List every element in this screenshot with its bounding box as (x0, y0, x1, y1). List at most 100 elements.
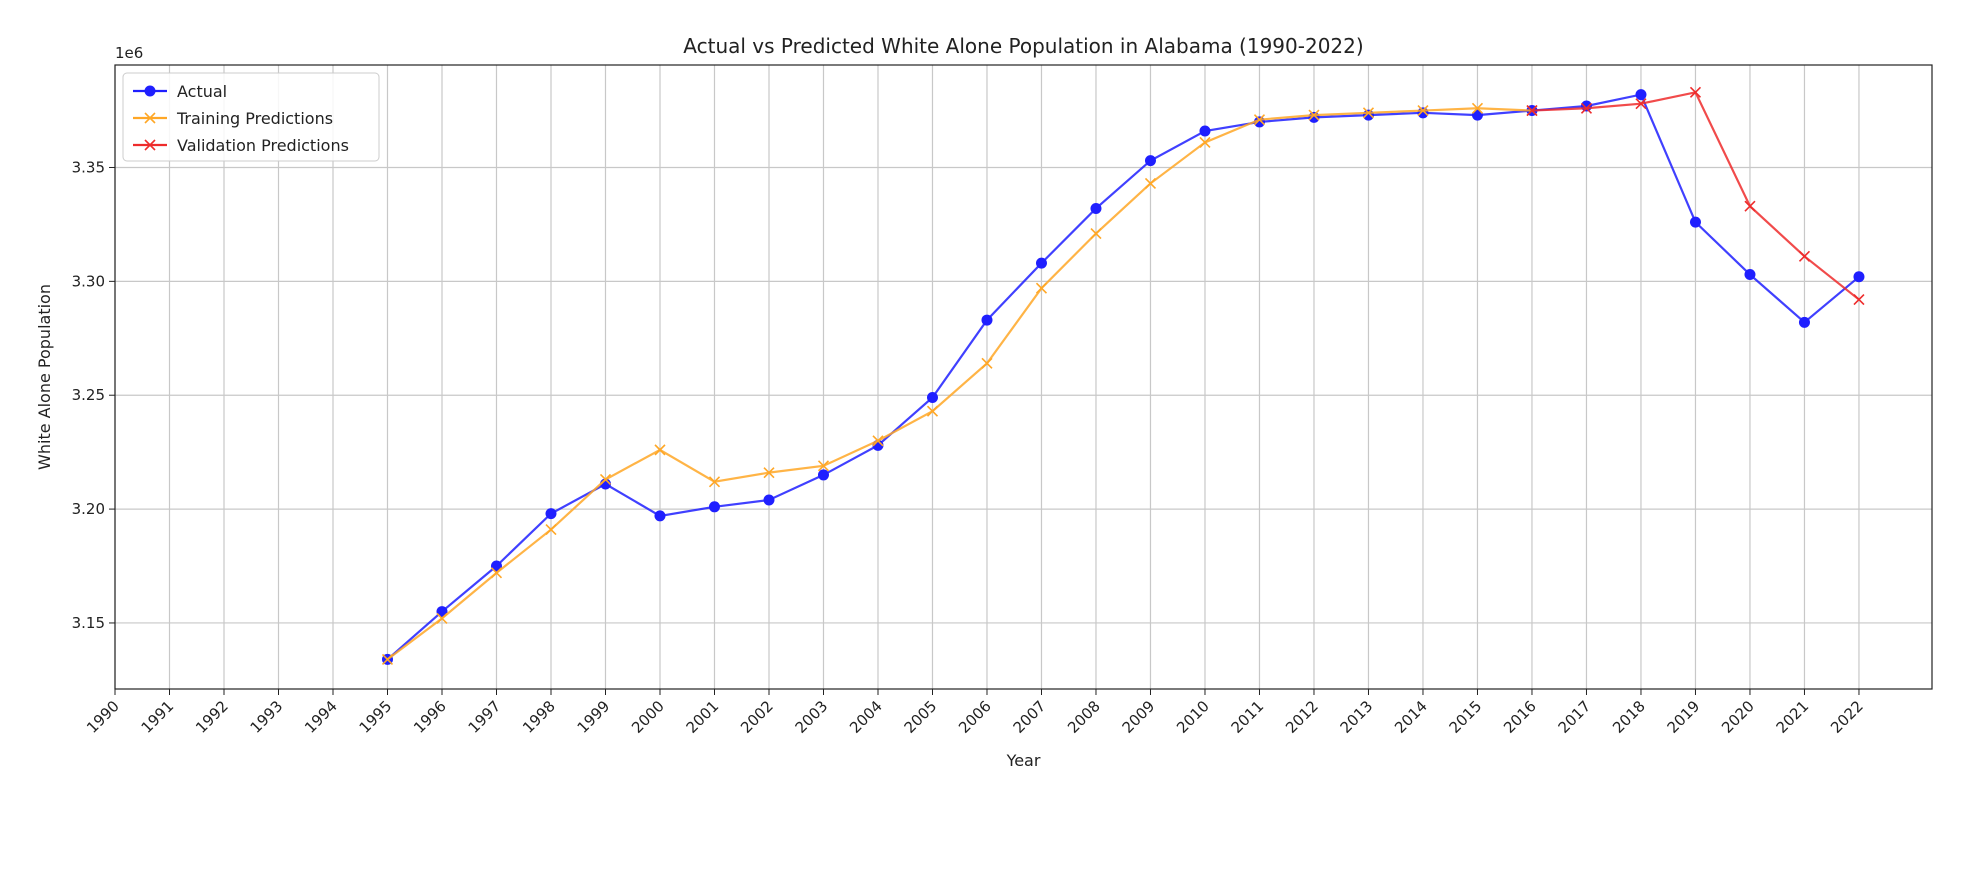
x-tick-label: 2011 (1228, 697, 1268, 737)
x-tick-label: 2004 (846, 697, 886, 737)
x-tick-label: 2010 (1173, 697, 1213, 737)
x-tick-label: 2001 (683, 697, 723, 737)
legend-label: Actual (177, 82, 227, 101)
marker-stroke (1090, 227, 1102, 240)
data-point-actual (1689, 216, 1701, 228)
marker-stroke (1471, 102, 1484, 114)
x-tick-label: 2003 (792, 697, 832, 737)
data-point-actual (545, 508, 557, 520)
x-tick-label: 1999 (574, 697, 614, 737)
data-point-actual (1199, 125, 1211, 137)
data-point-training-predictions (436, 612, 448, 624)
data-point-training-predictions (1090, 227, 1102, 240)
x-tick-label: 2018 (1609, 697, 1649, 737)
marker-stroke (381, 653, 394, 665)
data-point-actual (654, 510, 666, 522)
legend-box (122, 72, 380, 162)
data-point-actual (763, 494, 775, 506)
x-tick-label: 2006 (955, 697, 995, 737)
x-tick-label: 2000 (628, 697, 668, 737)
marker-stroke (144, 112, 156, 124)
marker-stroke (1144, 177, 1157, 189)
x-tick-label: 2021 (1773, 697, 1813, 737)
marker-stroke (817, 460, 830, 472)
data-point-actual (981, 314, 993, 326)
series-validation-predictions (1526, 86, 1865, 306)
data-point-actual (1417, 107, 1429, 119)
data-point-actual (1308, 111, 1320, 123)
legend-entry-actual: Actual (133, 82, 227, 101)
data-point-training-predictions (872, 435, 884, 447)
data-point-training-predictions (490, 567, 503, 579)
marker-stroke (1526, 104, 1538, 117)
data-point-actual (1471, 109, 1483, 121)
x-tick-label: 2017 (1555, 697, 1595, 737)
data-point-actual (926, 391, 938, 403)
data-point-actual (1798, 316, 1810, 328)
series-training-predictions (381, 102, 1538, 665)
marker-stroke (1744, 200, 1756, 212)
marker-stroke (1689, 86, 1702, 98)
legend-label: Validation Predictions (177, 136, 349, 155)
data-point-actual (1853, 271, 1865, 283)
marker-stroke (1362, 107, 1375, 119)
marker-stroke (926, 405, 939, 417)
data-point-training-predictions (926, 405, 939, 417)
data-point-training-predictions (817, 460, 830, 472)
marker-stroke (1417, 104, 1429, 117)
x-tick-label: 1991 (138, 697, 178, 737)
x-tick-label: 1993 (247, 697, 287, 737)
data-point-actual (1362, 109, 1374, 121)
x-tick-label: 2005 (901, 697, 941, 737)
data-point-training-predictions (708, 476, 721, 488)
data-point-training-predictions (545, 524, 557, 536)
data-point-training-predictions (1199, 136, 1211, 148)
y-axis: 3.15 3.20 3.25 3.30 3.35 (72, 158, 115, 632)
plot-frame (114, 64, 1933, 690)
data-point-training-predictions (654, 444, 666, 456)
data-point-training-predictions (981, 357, 993, 369)
x-tick-label: 1998 (519, 697, 559, 737)
data-point-validation-predictions (1689, 86, 1702, 98)
x-axis: 1990 1991 1992 1993 1994 1995 1996 1997 1998 1999… (83, 689, 1867, 737)
data-point-actual (817, 469, 829, 481)
grid-lines (114, 65, 1932, 689)
y-tick-label: 3.30 (72, 272, 105, 290)
x-tick-label: 1996 (410, 697, 450, 737)
data-point-validation-predictions (1744, 200, 1756, 212)
x-tick-label: 2016 (1500, 697, 1540, 737)
x-tick-label: 2002 (737, 697, 777, 737)
data-point-training-predictions (1253, 114, 1266, 126)
x-tick-label: 1992 (192, 697, 232, 737)
x-tick-label: 2013 (1337, 697, 1377, 737)
data-point-validation-predictions (1580, 102, 1593, 114)
data-point-training-predictions (381, 653, 394, 665)
data-point-actual (1144, 155, 1156, 167)
marker-stroke (599, 473, 612, 486)
legend-entry-validation-predictions: Validation Predictions (133, 136, 349, 155)
marker-stroke (872, 435, 884, 447)
legend-marker (144, 139, 156, 151)
y-tick-label: 3.35 (72, 158, 105, 176)
data-point-validation-predictions (1635, 98, 1647, 110)
marker-stroke (436, 612, 448, 624)
data-point-actual (1580, 100, 1592, 112)
x-tick-label: 2012 (1282, 697, 1322, 737)
data-point-training-predictions (599, 473, 612, 486)
x-tick-label: 2015 (1446, 697, 1486, 737)
data-point-training-predictions (1035, 282, 1048, 294)
marker-stroke (490, 567, 503, 579)
data-point-training-predictions (1144, 177, 1157, 189)
data-point-actual (490, 560, 502, 572)
y-tick-label: 3.15 (72, 614, 105, 632)
data-point-actual (708, 501, 720, 513)
data-point-validation-predictions (1526, 104, 1538, 117)
x-tick-label: 2014 (1391, 697, 1431, 737)
data-point-actual (1035, 257, 1047, 269)
marker-stroke (654, 444, 666, 456)
x-tick-label: 2022 (1827, 697, 1867, 737)
data-point-actual (1744, 269, 1756, 281)
data-point-actual (1090, 202, 1102, 214)
legend-label: Training Predictions (176, 109, 333, 128)
